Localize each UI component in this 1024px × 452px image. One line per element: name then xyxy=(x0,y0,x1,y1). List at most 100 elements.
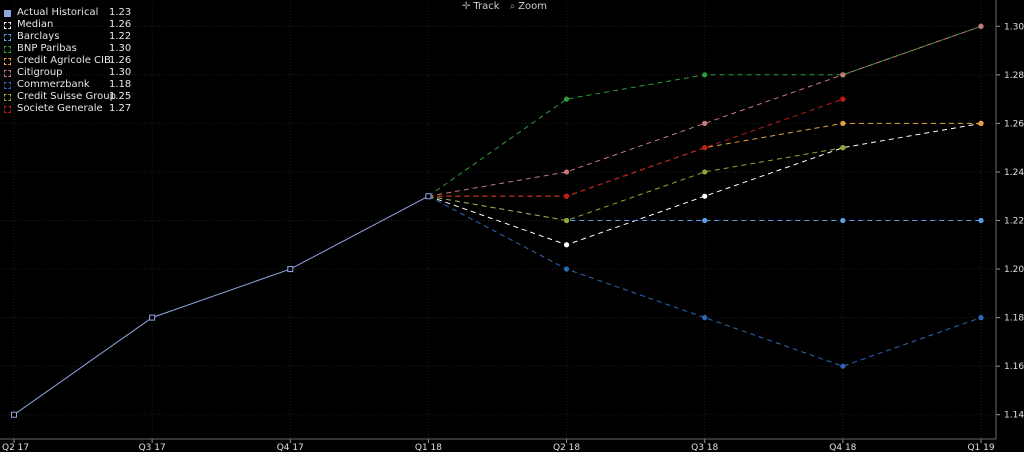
x-tick-label: Q2 17 xyxy=(2,443,29,452)
legend-item[interactable]: Credit Suisse Group 1.25 xyxy=(4,91,139,103)
legend-swatch xyxy=(4,45,11,53)
legend-item[interactable]: Median 1.26 xyxy=(4,19,139,31)
legend-item[interactable]: Credit Agricole CIB 1.26 xyxy=(4,55,139,67)
legend-label: Barclays xyxy=(17,31,60,42)
legend-value: 1.23 xyxy=(109,7,132,18)
data-point xyxy=(563,169,570,175)
y-tick-label: 1.18 xyxy=(1004,314,1024,324)
data-point xyxy=(840,72,846,78)
data-point xyxy=(978,120,984,126)
legend-item[interactable]: Societe Generale 1.27 xyxy=(4,103,139,115)
y-tick-label: 1.24 xyxy=(1004,168,1024,178)
series-line xyxy=(13,195,429,416)
legend-swatch xyxy=(4,33,11,41)
legend-swatch xyxy=(4,81,11,89)
series-layer xyxy=(11,23,984,418)
data-point xyxy=(840,363,846,369)
track-label: Track xyxy=(473,1,500,12)
data-point xyxy=(11,411,17,418)
data-point xyxy=(563,193,570,199)
legend-label: Societe Generale xyxy=(17,103,103,114)
series-line xyxy=(428,25,982,197)
legend-value: 1.30 xyxy=(109,43,132,54)
legend-label: Median xyxy=(17,19,54,30)
data-point xyxy=(978,23,984,29)
zoom-label: Zoom xyxy=(518,1,547,12)
legend-value: 1.18 xyxy=(109,79,132,90)
zoom-button[interactable]: ⌕ Zoom xyxy=(510,1,547,12)
y-tick-label: 1.28 xyxy=(1004,71,1024,81)
data-point xyxy=(840,145,846,151)
data-point xyxy=(702,72,708,78)
legend-label: Credit Suisse Group xyxy=(17,91,116,102)
x-tick-label: Q2 18 xyxy=(553,443,580,452)
data-point xyxy=(287,266,294,273)
series-citigroup xyxy=(428,23,984,197)
legend-swatch xyxy=(4,21,11,29)
series-credit-suisse-group xyxy=(428,145,846,224)
legend: Actual Historical 1.23 Median 1.26 Barclays 1… xyxy=(4,7,139,115)
legend-value: 1.22 xyxy=(109,31,132,42)
data-point xyxy=(563,266,570,272)
series-line xyxy=(428,98,844,197)
legend-swatch xyxy=(4,105,11,113)
data-point xyxy=(702,169,708,175)
series-credit-agricole-cib xyxy=(428,120,984,199)
x-tick-label: Q3 18 xyxy=(691,443,718,452)
legend-value: 1.26 xyxy=(109,55,132,66)
y-tick-label: 1.16 xyxy=(1004,362,1024,372)
legend-item[interactable]: Actual Historical 1.23 xyxy=(4,7,139,19)
legend-label: Citigroup xyxy=(17,67,63,78)
data-point xyxy=(702,217,708,224)
x-tick-label: Q3 17 xyxy=(139,443,166,452)
data-point xyxy=(840,96,846,102)
data-point xyxy=(702,315,708,321)
data-point xyxy=(425,193,432,200)
y-tick-label: 1.14 xyxy=(1004,411,1024,421)
legend-label: BNP Paribas xyxy=(17,43,77,54)
legend-value: 1.26 xyxy=(109,19,132,30)
legend-label: Actual Historical xyxy=(17,7,99,18)
data-point xyxy=(840,217,846,224)
series-line xyxy=(428,147,843,222)
chart-toolbar: ✛ Track ⌕ Zoom xyxy=(462,1,547,12)
series-line xyxy=(428,195,981,221)
series-societe-generale xyxy=(428,96,846,199)
x-tick-label: Q4 18 xyxy=(829,443,856,452)
data-point xyxy=(840,120,846,126)
data-point xyxy=(563,96,570,102)
y-tick-label: 1.22 xyxy=(1004,217,1024,227)
data-point xyxy=(563,217,570,224)
series-median xyxy=(428,120,984,248)
legend-item[interactable]: BNP Paribas 1.30 xyxy=(4,43,139,55)
x-tick-label: Q1 18 xyxy=(415,443,442,452)
legend-item[interactable]: Commerzbank 1.18 xyxy=(4,79,139,91)
series-line xyxy=(428,122,982,246)
legend-swatch xyxy=(4,9,11,17)
legend-swatch xyxy=(4,57,11,65)
legend-item[interactable]: Barclays 1.22 xyxy=(4,31,139,43)
track-button[interactable]: ✛ Track xyxy=(462,1,500,12)
data-point xyxy=(149,314,156,321)
x-tick-label: Q4 17 xyxy=(277,443,304,452)
legend-swatch xyxy=(4,69,11,77)
legend-item[interactable]: Citigroup 1.30 xyxy=(4,67,139,79)
crosshair-icon: ✛ xyxy=(462,1,471,12)
data-point xyxy=(978,315,984,321)
series-barclays xyxy=(428,195,984,224)
y-tick-label: 1.26 xyxy=(1004,119,1024,129)
legend-label: Credit Agricole CIB xyxy=(17,55,111,66)
y-tick-label: 1.30 xyxy=(1004,22,1024,32)
y-tick-label: 1.20 xyxy=(1004,265,1024,275)
series-line xyxy=(428,195,982,367)
legend-value: 1.25 xyxy=(109,91,132,102)
data-point xyxy=(563,242,570,248)
data-point xyxy=(702,120,708,126)
data-point xyxy=(702,145,708,151)
data-point xyxy=(978,217,984,224)
magnifier-icon: ⌕ xyxy=(509,1,516,12)
legend-value: 1.30 xyxy=(109,67,132,78)
series-actual-historical xyxy=(11,193,432,418)
data-point xyxy=(702,193,708,199)
